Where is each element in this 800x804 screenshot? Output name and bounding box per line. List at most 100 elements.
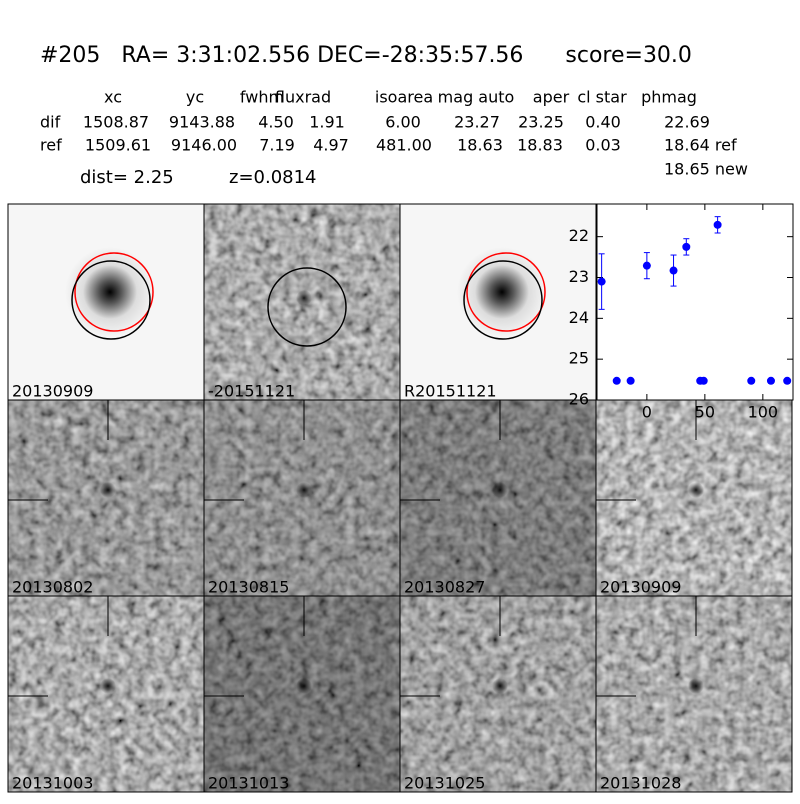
spot — [100, 482, 116, 498]
spot — [688, 482, 704, 498]
shade — [400, 596, 596, 792]
table-cell: 4.50 — [258, 113, 294, 132]
shade — [400, 400, 596, 596]
y-tick-label: 23 — [569, 267, 589, 286]
image-panel: 20130827 — [399, 399, 597, 597]
spot — [492, 678, 508, 694]
column-header: phmag — [641, 88, 697, 107]
panel-label: R20151121 — [404, 382, 497, 401]
point — [626, 376, 635, 385]
panel-label: 20131013 — [208, 774, 289, 793]
noise-image — [8, 596, 204, 792]
table-cell: 9143.88 — [169, 113, 235, 132]
table-cell: ref — [40, 136, 62, 155]
spot — [688, 678, 704, 694]
spot — [296, 678, 312, 694]
image-panel: R20151121 — [399, 203, 597, 401]
noise-image — [596, 400, 792, 596]
spot — [492, 482, 508, 498]
table-extra: 18.65 new — [664, 160, 748, 179]
y-tick-label: 26 — [569, 390, 589, 409]
point — [669, 266, 678, 275]
table-cell: 4.97 — [313, 136, 349, 155]
panel-label: 20131003 — [12, 774, 93, 793]
ring-black — [71, 260, 151, 340]
spot — [100, 678, 116, 694]
x-tick-label: 0 — [642, 403, 652, 422]
image-panel: 20131013 — [203, 595, 401, 793]
noise-image — [204, 596, 400, 792]
point — [783, 376, 792, 385]
noise-image — [204, 400, 400, 596]
column-header: cl star — [577, 88, 627, 107]
image-panel: 20131003 — [7, 595, 205, 793]
shade — [204, 400, 400, 596]
image-panel: 20131025 — [399, 595, 597, 793]
table-cell: 6.00 — [385, 113, 421, 132]
ring-red — [466, 252, 546, 332]
ring-black — [463, 260, 543, 340]
panel-label: -20151121 — [208, 382, 295, 401]
table-cell: 18.83 — [517, 136, 563, 155]
panel-border — [595, 595, 793, 793]
x-tick-label: 50 — [695, 403, 715, 422]
table-cell: 7.19 — [259, 136, 295, 155]
table-cell: 18.63 — [457, 136, 503, 155]
image-panel: 20130909 — [595, 399, 793, 597]
table-cell: 23.27 — [454, 113, 500, 132]
table-cell: 18.64 ref — [664, 136, 737, 155]
ring-red — [74, 252, 154, 332]
table-cell: 1508.87 — [83, 113, 149, 132]
shade — [204, 596, 400, 792]
panel-label: 20131028 — [600, 774, 681, 793]
image-panel: 20130815 — [203, 399, 401, 597]
dist: dist= 2.25 — [80, 167, 174, 188]
spot — [296, 290, 312, 306]
table-cell: 481.00 — [376, 136, 432, 155]
shade — [8, 596, 204, 792]
column-header: yc — [186, 88, 204, 107]
point — [699, 376, 708, 385]
plot-area — [596, 203, 794, 401]
y-tick-label: 22 — [569, 226, 589, 245]
table-cell: 1.91 — [309, 113, 345, 132]
column-header: fluxrad — [275, 88, 331, 107]
table-cell: 9146.00 — [171, 136, 237, 155]
table-cell: 23.25 — [518, 113, 564, 132]
point — [747, 376, 756, 385]
noise-image — [400, 596, 596, 792]
panel-label: 20130909 — [12, 382, 93, 401]
shade — [8, 400, 204, 596]
point — [642, 261, 651, 270]
column-header: mag auto — [438, 88, 515, 107]
title: #205 RA= 3:31:02.556 DEC=-28:35:57.56 sc… — [40, 43, 692, 68]
noise-image — [596, 596, 792, 792]
y-tick-label: 24 — [569, 308, 589, 327]
image-panel: -20151121 — [203, 203, 401, 401]
shade — [596, 596, 792, 792]
ring-black — [267, 267, 347, 347]
image-panel: 20131028 — [595, 595, 793, 793]
table-cell: dif — [40, 113, 61, 132]
panel-label: 20130802 — [12, 578, 93, 597]
point — [597, 277, 606, 286]
panel-label: 20131025 — [404, 774, 485, 793]
spot — [296, 482, 312, 498]
point — [766, 376, 775, 385]
noise-image — [400, 400, 596, 596]
panel-label: 20130909 — [600, 578, 681, 597]
y-tick-label: 25 — [569, 349, 589, 368]
table-cell: 22.69 — [664, 113, 710, 132]
table-cell: 1509.61 — [85, 136, 151, 155]
x-tick-label: 100 — [748, 403, 779, 422]
column-header: isoarea — [375, 88, 433, 107]
table-cell: 0.03 — [585, 136, 621, 155]
column-header: aper — [533, 88, 570, 107]
noise-image — [8, 400, 204, 596]
point — [682, 242, 691, 251]
panel-label: 20130827 — [404, 578, 485, 597]
image-panel: 20130802 — [7, 399, 205, 597]
point — [713, 220, 722, 229]
